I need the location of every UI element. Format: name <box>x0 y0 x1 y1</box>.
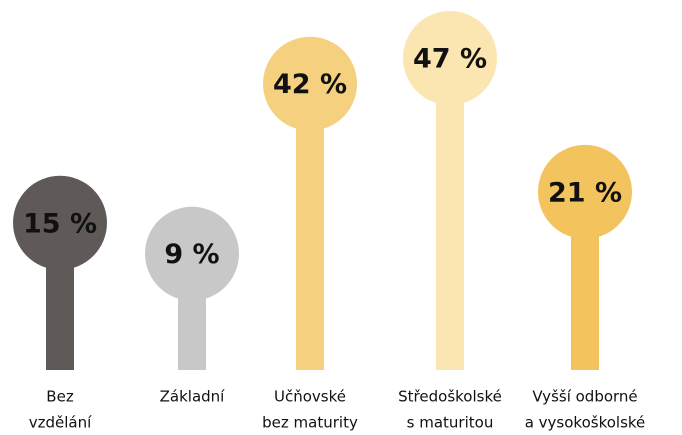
category-label: Bez <box>46 388 74 406</box>
value-label: 42 % <box>273 69 347 100</box>
bubble <box>538 144 632 239</box>
value-label: 15 % <box>23 208 97 239</box>
bubble <box>263 36 357 131</box>
category-label: Vyšší odborné <box>532 388 637 406</box>
category-label: Středoškolské <box>398 388 502 406</box>
value-label: 9 % <box>164 239 219 270</box>
stem <box>296 83 324 370</box>
stem <box>436 58 464 370</box>
bubble <box>145 206 239 301</box>
bubble <box>403 11 497 105</box>
category-label: s maturitou <box>407 414 494 432</box>
category-label: vzdělání <box>29 414 92 432</box>
value-label: 21 % <box>548 177 622 208</box>
category-label: Učňovské <box>274 388 346 406</box>
category-label: a vysokoškolské <box>525 414 646 432</box>
category-label: Základní <box>160 388 226 406</box>
category-label: bez maturity <box>262 414 358 432</box>
bubble <box>13 175 107 270</box>
value-label: 47 % <box>413 44 487 75</box>
